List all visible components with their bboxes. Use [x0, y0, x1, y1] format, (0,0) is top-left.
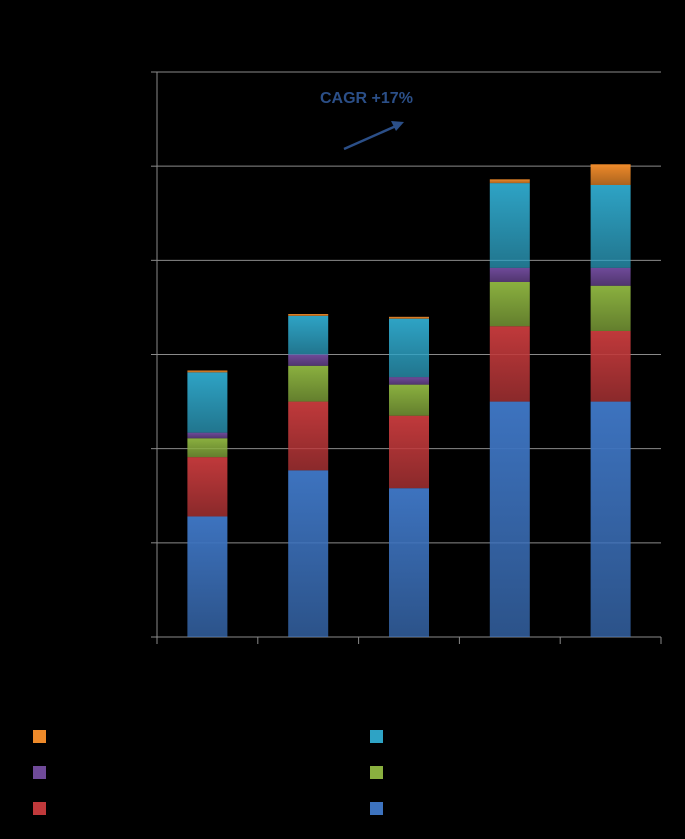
legend-swatch: [33, 765, 46, 779]
bar-segment: [489, 267, 530, 282]
legend: [0, 700, 685, 830]
bar-segment: [590, 330, 631, 402]
legend-item: [370, 728, 391, 744]
bar-segment: [389, 384, 429, 416]
bar-segment: [590, 285, 631, 331]
bar-segment: [288, 365, 329, 402]
bar-segment: [489, 183, 530, 268]
bar-segment: [187, 516, 228, 637]
bar-segment: [489, 401, 530, 637]
bar-segment: [489, 281, 530, 327]
bar-segment: [590, 164, 631, 185]
bar-segment: [590, 267, 631, 286]
bar-segment: [288, 314, 329, 316]
bar-segment: [187, 438, 228, 458]
bar-segment: [187, 372, 228, 433]
bar-segment: [489, 326, 530, 402]
bar-segment: [389, 415, 429, 489]
bar-segment: [590, 401, 631, 637]
bar-segment: [389, 488, 429, 637]
bar-segment: [187, 457, 228, 517]
bar-segment: [288, 401, 329, 471]
legend-item: [33, 728, 54, 744]
cagr-annotation: CAGR +17%: [320, 90, 413, 107]
bar-segment: [187, 432, 228, 439]
legend-swatch: [370, 801, 383, 815]
bar-segment: [489, 179, 530, 184]
legend-item: [370, 800, 391, 816]
legend-item: [33, 764, 54, 780]
bar-segment: [590, 185, 631, 268]
bar-segment: [187, 370, 228, 373]
legend-swatch: [33, 801, 46, 815]
cagr-arrow-icon: [343, 121, 404, 151]
legend-item: [370, 764, 391, 780]
bar-segment: [389, 377, 429, 385]
bar-segment: [389, 316, 429, 319]
legend-item: [33, 800, 54, 816]
bar-segment: [288, 470, 329, 637]
legend-swatch: [370, 729, 383, 743]
bar-segment: [389, 318, 429, 378]
bar-segment: [288, 315, 329, 355]
bar-segment: [288, 354, 329, 366]
stacked-bar-chart: [151, 71, 662, 644]
bars: [187, 164, 631, 637]
legend-swatch: [33, 729, 46, 743]
legend-swatch: [370, 765, 383, 779]
